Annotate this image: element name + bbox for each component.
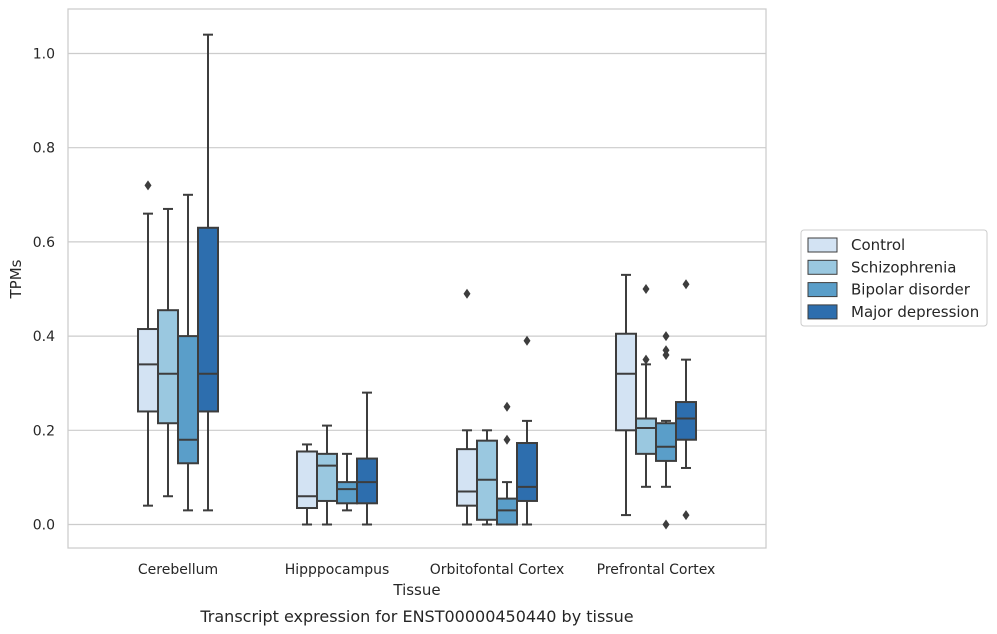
box [356,457,378,505]
box [675,401,697,441]
outlier-point [682,279,690,290]
y-tick-label: 0.2 [33,423,55,439]
box [615,332,637,432]
outlier-point [682,510,690,521]
box [157,309,179,425]
box [197,226,219,413]
box [516,442,538,502]
box-groups [137,33,697,530]
box [137,328,159,413]
box-group [476,429,498,526]
outlier-point [662,519,670,530]
box-group [635,284,657,488]
box [336,481,358,505]
outlier-point [523,335,531,346]
outlier-point [642,354,650,365]
outlier-point [662,331,670,342]
x-tick-labels: Cerebellum Hipppocampus Orbitofontal Corte… [138,562,715,578]
y-tick-label: 0.0 [33,518,55,534]
box-group [655,331,677,530]
box-group [316,424,338,526]
box-group [615,273,637,517]
outlier-point [503,401,511,412]
outlier-point [463,288,471,299]
box [296,450,318,510]
y-tick-label: 0.6 [33,235,55,251]
y-tick-labels: 0.0 0.2 0.4 0.6 0.8 1.0 [33,47,55,534]
x-tick-label: Prefrontal Cortex [597,562,716,578]
legend-swatch [807,304,838,320]
box [456,448,478,507]
box-group [675,279,697,521]
box-group [496,401,518,526]
box-group [177,193,199,512]
box [177,335,199,465]
outlier-point [503,434,511,445]
box-group [197,33,219,512]
y-tick-label: 1.0 [33,47,55,63]
outlier-point [144,180,152,191]
outlier-point [662,345,670,356]
x-tick-label: Orbitofontal Cortex [430,562,565,578]
legend-swatch [807,237,838,253]
plot-frame [67,8,767,549]
legend-label: Control [851,236,905,254]
box [635,417,657,455]
x-tick-label: Cerebellum [138,562,218,578]
legend: Control Schizophrenia Bipolar disorder Majo… [800,229,988,327]
x-tick-label: Hipppocampus [285,562,390,578]
legend-label: Bipolar disorder [851,281,971,299]
legend-label: Schizophrenia [851,258,956,276]
box-group [456,288,478,526]
box [655,422,677,462]
chart-caption: Transcript expression for ENST0000045044… [199,607,633,626]
plot-background [68,9,766,548]
x-axis-label: Tissue [392,581,440,599]
box-group [137,180,159,507]
legend-swatch [807,282,838,298]
legend-label: Major depression [851,303,979,321]
legend-frame [800,229,988,327]
box-group [356,391,378,526]
box [496,497,518,526]
y-axis-label: TPMs [7,259,25,299]
y-tick-label: 0.8 [33,141,55,157]
box-group [516,335,538,526]
box [316,452,338,502]
legend-swatch [807,259,838,275]
outlier-point [642,284,650,294]
y-tick-label: 0.4 [33,329,55,345]
